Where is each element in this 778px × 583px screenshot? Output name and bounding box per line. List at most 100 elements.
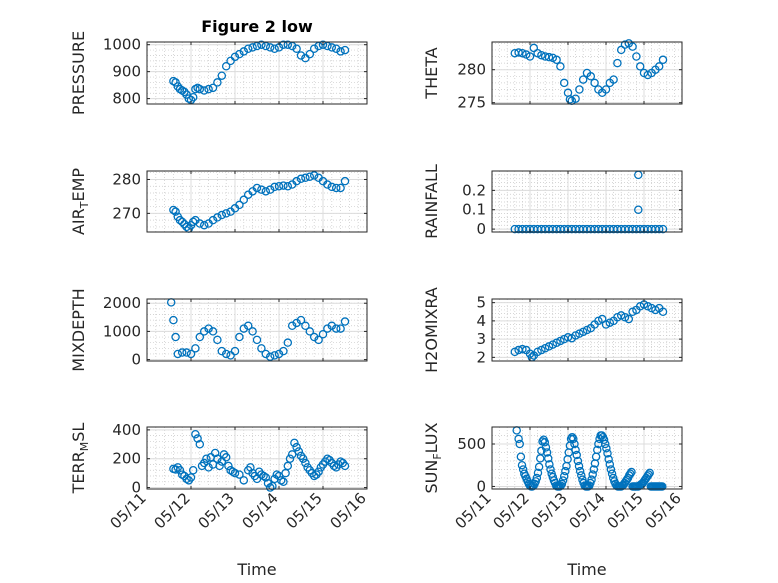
data-point — [265, 43, 275, 52]
y-tick-label: 900 — [112, 63, 141, 81]
data-point — [270, 182, 279, 192]
data-point — [543, 454, 553, 463]
data-point — [257, 40, 266, 49]
data-point — [171, 207, 180, 216]
data-point — [276, 476, 286, 485]
data-point — [336, 324, 345, 333]
data-point — [327, 43, 337, 52]
data-point — [318, 329, 328, 339]
data-point — [217, 346, 227, 356]
x-axis-label: Time — [566, 560, 606, 579]
data-point — [559, 78, 569, 88]
data-point — [279, 477, 288, 487]
y-tick-label: 1000 — [103, 322, 141, 340]
data-point — [292, 176, 301, 186]
data-point — [279, 40, 288, 49]
x-tick-label: 05/13 — [528, 489, 571, 532]
data-point — [552, 55, 561, 65]
data-point — [290, 438, 299, 448]
y-tick-label: 270 — [112, 204, 141, 222]
data-point — [599, 435, 609, 444]
data-point — [169, 205, 178, 215]
data-point — [186, 349, 196, 359]
data-point — [265, 483, 275, 492]
data-point — [283, 40, 293, 49]
data-point — [296, 315, 306, 325]
data-point — [336, 183, 345, 193]
data-point — [331, 324, 341, 333]
data-point — [217, 71, 227, 80]
data-point — [180, 87, 189, 97]
x-tick-label: 05/11 — [107, 489, 150, 532]
data-point — [309, 171, 319, 180]
data-point — [287, 321, 297, 331]
data-point — [340, 317, 350, 326]
data-point — [261, 349, 271, 359]
data-point — [561, 466, 570, 476]
data-point — [182, 222, 191, 232]
data-point — [195, 440, 205, 449]
y-axis-label: THETA — [422, 47, 441, 99]
y-tick-label: 5 — [476, 294, 486, 312]
data-point — [542, 448, 552, 457]
data-point — [516, 452, 526, 461]
data-point — [305, 327, 315, 336]
data-point — [171, 465, 180, 474]
data-point — [263, 478, 273, 488]
x-tick-label: 05/11 — [452, 489, 495, 532]
data-point — [274, 181, 284, 191]
data-point — [654, 62, 664, 71]
data-point — [635, 62, 645, 71]
data-point — [603, 449, 612, 458]
subplot-3: 270 280 AIRTEMP — [69, 168, 368, 235]
data-point — [270, 44, 279, 53]
data-point — [336, 47, 345, 56]
y-axis-label: PRESSURE — [69, 31, 88, 115]
data-point — [645, 468, 654, 478]
data-point — [235, 200, 244, 210]
data-point — [558, 476, 568, 485]
x-tick-label: 05/13 — [195, 489, 238, 532]
data-point — [578, 75, 588, 84]
data-point — [296, 51, 306, 60]
data-point — [575, 466, 585, 476]
data-series — [512, 426, 667, 491]
data-point — [570, 439, 579, 449]
data-point — [634, 205, 643, 214]
data-point — [336, 457, 345, 466]
data-point — [600, 439, 610, 449]
data-point — [230, 468, 240, 478]
data-point — [235, 332, 244, 342]
data-point — [208, 327, 218, 336]
data-point — [171, 332, 180, 342]
plot-area — [147, 171, 367, 232]
data-point — [199, 86, 209, 95]
data-point — [265, 185, 275, 194]
data-point — [215, 461, 224, 471]
data-series — [169, 429, 350, 492]
data-point — [191, 429, 200, 439]
data-point — [298, 454, 308, 463]
data-point — [518, 344, 527, 354]
subplot-4: 00.1 0.2 RAINFALL — [422, 164, 683, 239]
data-point — [191, 344, 200, 353]
data-point — [514, 434, 523, 444]
data-point — [226, 351, 235, 360]
y-tick-label: 0.1 — [462, 201, 486, 219]
data-point — [199, 327, 209, 336]
data-point — [265, 352, 275, 362]
y-tick-label: 0 — [131, 479, 141, 497]
data-point — [188, 466, 198, 475]
data-point — [243, 44, 253, 53]
data-point — [193, 434, 202, 443]
data-point — [257, 185, 266, 194]
subplot-7: 0 200 400 05/11 05/12 05/13 05/14 05/15 05/16 Tim… — [69, 421, 370, 579]
data-point — [239, 476, 249, 485]
data-point — [208, 215, 218, 225]
data-point — [208, 83, 218, 93]
data-point — [606, 465, 616, 474]
axes-box — [491, 41, 683, 105]
